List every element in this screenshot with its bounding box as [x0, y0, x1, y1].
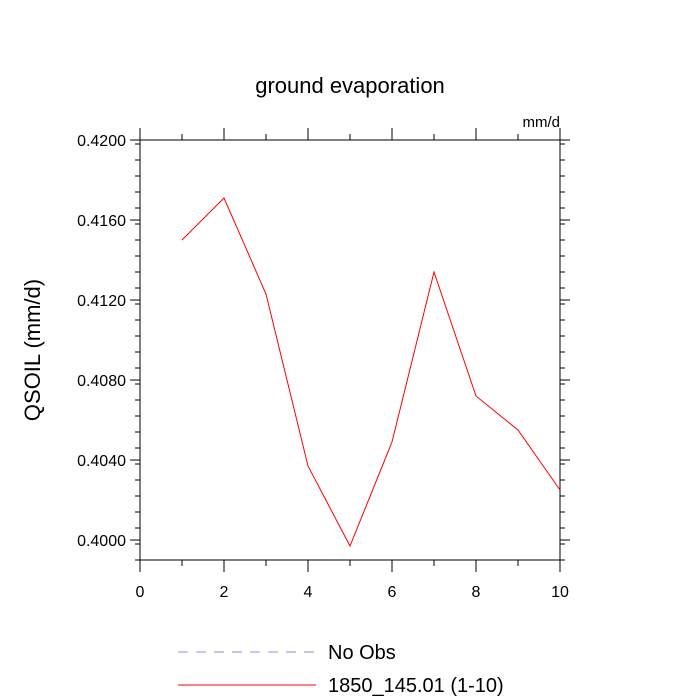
series-line-0 — [181, 197, 561, 548]
y-tick-label: 0.4000 — [77, 533, 126, 550]
x-tick-label: 6 — [388, 584, 397, 601]
y-tick-label: 0.4200 — [77, 133, 126, 150]
plot-area: 0 2 4 6 8 10 0.4000 0.4040 0.4080 0.4120 0.4160 0.4… — [77, 128, 570, 601]
legend: No Obs 1850_145.01 (1-10) — [178, 642, 504, 697]
x-tick-label: 4 — [304, 584, 313, 601]
y-tick-label: 0.4160 — [77, 213, 126, 230]
legend-label-no-obs: No Obs — [328, 642, 396, 664]
x-tick-label: 8 — [472, 584, 481, 601]
plot-frame — [139, 139, 561, 561]
y-tick-label: 0.4040 — [77, 453, 126, 470]
x-tick-label: 0 — [136, 584, 145, 601]
y-tick-label: 0.4080 — [77, 373, 126, 390]
x-tick-label: 10 — [551, 584, 569, 601]
y-axis-label: QSOIL (mm/d) — [20, 279, 45, 421]
x-tick-label: 2 — [220, 584, 229, 601]
y-tick-label: 0.4120 — [77, 293, 126, 310]
units-label: mm/d — [523, 114, 561, 131]
chart-title: ground evaporation — [255, 73, 445, 98]
legend-label-series: 1850_145.01 (1-10) — [328, 675, 504, 697]
